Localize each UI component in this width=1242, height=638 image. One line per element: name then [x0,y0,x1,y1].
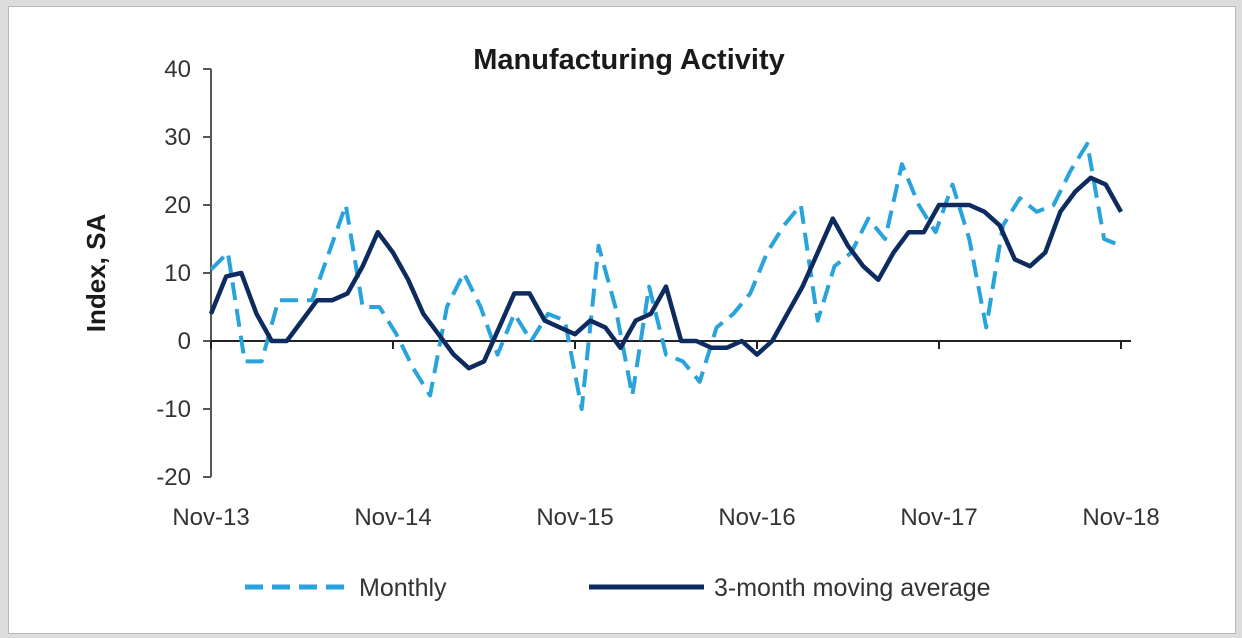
x-tick-label: Nov-14 [354,504,431,531]
y-tick-label: 10 [164,260,191,287]
y-tick-label: 30 [164,124,191,151]
y-tick-label: 40 [164,56,191,83]
x-tick-label: Nov-13 [172,504,249,531]
chart-title: Manufacturing Activity [473,44,785,76]
y-tick-label: -10 [156,396,191,423]
legend: Monthly 3-month moving average [245,574,991,602]
x-tick-label: Nov-16 [718,504,795,531]
y-tick-label: -20 [156,464,191,491]
y-axis-label-group: Index, SA [81,214,111,333]
x-tick-label: Nov-15 [536,504,613,531]
legend-monthly-label: Monthly [359,574,447,602]
series-monthly-line [209,141,1122,411]
axes: 40 30 20 10 0 -10 -20 Nov-13 Nov-14 Nov-15 Nov-16 N… [156,56,1159,531]
chart-panel: Manufacturing Activity Index, SA 40 30 20 1… [8,6,1236,634]
y-tick-label: 0 [178,328,191,355]
series-moving-average-line [208,175,1123,371]
plot-area [208,141,1123,411]
x-tick-label: Nov-18 [1082,504,1159,531]
y-tick-label: 20 [164,192,191,219]
y-axis-label: Index, SA [81,214,111,333]
legend-average-label: 3-month moving average [714,574,991,602]
chart-svg: Manufacturing Activity Index, SA 40 30 20 1… [81,44,1160,602]
x-tick-label: Nov-17 [900,504,977,531]
